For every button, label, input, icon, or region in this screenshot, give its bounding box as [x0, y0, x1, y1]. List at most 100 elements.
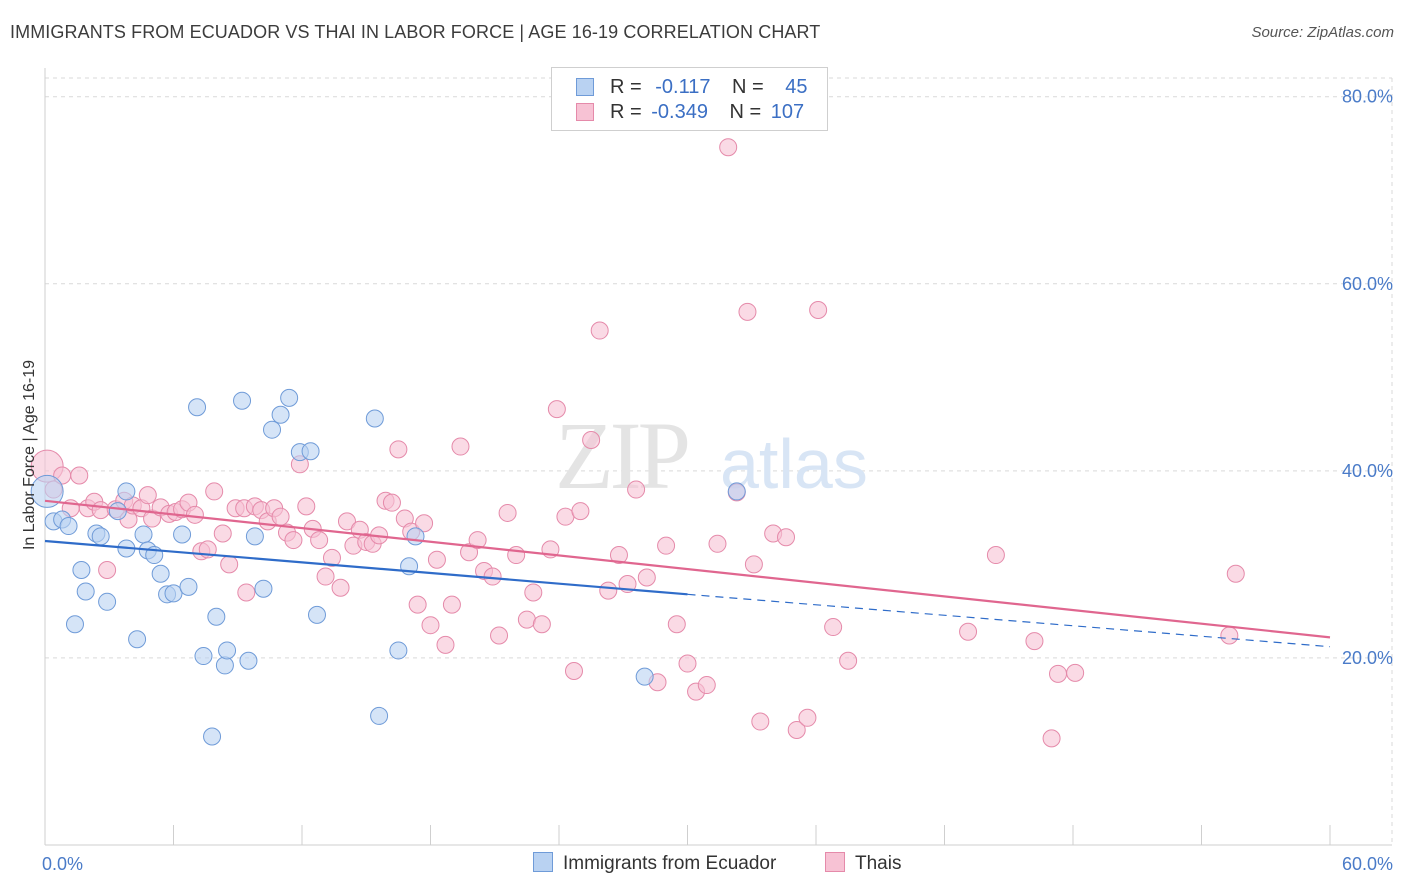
tick-labels: 20.0% 40.0% 60.0% 80.0% 0.0% 60.0%	[42, 87, 1393, 874]
thai-point	[322, 548, 341, 567]
series-swatch-thai	[825, 852, 845, 872]
axes	[44, 68, 1392, 846]
thai-point	[91, 501, 110, 520]
ecuador-point	[271, 405, 290, 424]
thai-point	[678, 654, 697, 673]
ecuador-trend-extension	[687, 593, 1331, 648]
ecuador-point	[301, 442, 320, 461]
x-tick-label: 60.0%	[1342, 854, 1393, 874]
thai-point	[310, 531, 329, 550]
ecuador-point	[203, 727, 222, 746]
thai-point	[547, 400, 566, 419]
thai-point	[524, 583, 543, 602]
thai-point	[70, 466, 89, 485]
thai-point	[744, 555, 763, 574]
thai-point	[415, 514, 434, 533]
series-name-ecuador: Immigrants from Ecuador	[563, 853, 777, 874]
thai-point	[517, 610, 536, 629]
ecuador-point	[307, 605, 326, 624]
series-name-thai: Thais	[855, 853, 902, 874]
thai-point	[490, 626, 509, 645]
thai-point	[185, 505, 204, 524]
y-tick-label: 60.0%	[1342, 274, 1393, 294]
legend-r-label: R =	[610, 76, 642, 98]
ecuador-point	[727, 482, 746, 501]
chart-title: IMMIGRANTS FROM ECUADOR VS THAI IN LABOR…	[10, 22, 821, 42]
ecuador-point	[108, 502, 127, 521]
thai-point	[1226, 564, 1245, 583]
ecuador-point	[76, 582, 95, 601]
x-tick-label: 0.0%	[42, 854, 83, 874]
ecuador-point	[91, 527, 110, 546]
thai-point	[205, 482, 224, 501]
thai-point	[284, 531, 303, 550]
thai-point	[297, 497, 316, 516]
thai-point	[959, 622, 978, 641]
thai-point	[442, 595, 461, 614]
series-legend-ecuador: Immigrants from Ecuador	[533, 852, 776, 875]
ecuador-point	[179, 577, 198, 596]
series-legend: Immigrants from Ecuador Thais	[0, 852, 1406, 878]
thai-point	[498, 503, 517, 522]
legend-n-value: 107	[770, 101, 805, 123]
thai-point	[627, 480, 646, 499]
ecuador-point	[365, 409, 384, 428]
thai-point	[138, 486, 157, 505]
thai-point	[777, 528, 796, 547]
ecuador-point	[98, 592, 117, 611]
thai-point	[719, 138, 738, 157]
legend-r-value: -0.117	[655, 76, 711, 98]
watermark: ZIP atlas	[555, 402, 868, 509]
ecuador-point	[188, 398, 207, 417]
thai-point	[708, 534, 727, 553]
legend-r-value: -0.349	[651, 101, 708, 123]
ecuador-point	[151, 564, 170, 583]
ecuador-point	[164, 584, 183, 603]
ecuador-point	[280, 388, 299, 407]
thai-point	[657, 536, 676, 555]
ecuador-point	[207, 607, 226, 626]
ecuador-point	[263, 420, 282, 439]
legend-r-label: R =	[610, 101, 642, 123]
thai-point	[609, 546, 628, 565]
ecuador-trend-line	[44, 539, 688, 596]
thai-point	[637, 568, 656, 587]
thai-point	[460, 543, 479, 562]
thai-point	[738, 302, 757, 321]
ecuador-point	[59, 517, 78, 536]
ecuador-point	[254, 579, 273, 598]
thai-point	[599, 581, 618, 600]
thai-point	[556, 507, 575, 526]
thai-point	[986, 546, 1005, 565]
legend-n-label: N =	[732, 76, 764, 98]
legend-n-value: 45	[785, 76, 808, 98]
thai-point	[751, 712, 770, 731]
ecuador-point	[194, 647, 213, 666]
thai-point	[1049, 664, 1068, 683]
thai-point	[271, 507, 290, 526]
legend-n-label: N =	[729, 101, 762, 123]
y-axis-label: In Labor Force | Age 16-19	[21, 360, 38, 550]
ecuador-point	[134, 525, 153, 544]
thai-point	[787, 720, 806, 739]
thai-point	[331, 578, 350, 597]
source-label: Source: ZipAtlas.com	[1251, 24, 1394, 41]
ecuador-point	[30, 474, 64, 508]
ecuador-point	[635, 667, 654, 686]
thai-point	[382, 493, 401, 512]
thai-point	[697, 676, 716, 695]
thai-point	[1066, 663, 1085, 682]
ecuador-point	[389, 641, 408, 660]
thai-point	[507, 546, 526, 565]
thai-point	[408, 595, 427, 614]
thai-point	[98, 561, 117, 580]
thai-point	[839, 651, 858, 670]
ecuador-point	[233, 391, 252, 410]
legend-swatch-thai	[576, 103, 594, 121]
ecuador-point	[215, 656, 234, 675]
ecuador-point	[65, 615, 84, 634]
thai-point	[316, 567, 335, 586]
thai-point	[590, 321, 609, 340]
thai-point	[337, 512, 356, 531]
thai-point	[824, 618, 843, 637]
